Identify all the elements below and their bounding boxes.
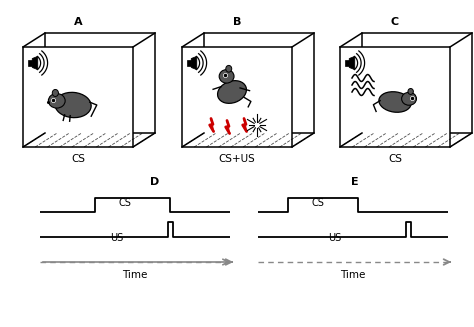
Polygon shape [226, 121, 229, 133]
Ellipse shape [218, 81, 246, 103]
Polygon shape [32, 56, 38, 70]
Polygon shape [243, 118, 246, 131]
Text: E: E [351, 177, 359, 187]
Text: CS: CS [388, 154, 402, 164]
Bar [187, 60, 191, 66]
Text: CS: CS [71, 154, 85, 164]
Text: C: C [391, 17, 399, 27]
Ellipse shape [219, 70, 234, 83]
Ellipse shape [55, 92, 91, 118]
Text: CS: CS [118, 198, 131, 208]
Polygon shape [191, 56, 197, 70]
Text: Time: Time [340, 270, 365, 280]
Polygon shape [340, 47, 450, 147]
Text: US: US [110, 233, 123, 243]
Ellipse shape [226, 65, 232, 72]
Bar [28, 60, 32, 66]
Polygon shape [362, 33, 472, 133]
Text: D: D [150, 177, 160, 187]
Bar [345, 60, 349, 66]
Ellipse shape [379, 92, 411, 112]
Polygon shape [349, 56, 355, 70]
Text: US: US [328, 233, 341, 243]
Polygon shape [204, 33, 314, 133]
Polygon shape [23, 47, 133, 147]
Ellipse shape [408, 89, 413, 95]
Text: A: A [73, 17, 82, 27]
Text: B: B [233, 17, 241, 27]
Ellipse shape [401, 92, 417, 105]
Ellipse shape [48, 94, 65, 108]
Text: CS+US: CS+US [219, 154, 255, 164]
Text: CS: CS [311, 198, 324, 208]
Ellipse shape [52, 90, 58, 96]
Text: Time: Time [122, 270, 148, 280]
Polygon shape [210, 118, 214, 131]
Polygon shape [45, 33, 155, 133]
Polygon shape [182, 47, 292, 147]
